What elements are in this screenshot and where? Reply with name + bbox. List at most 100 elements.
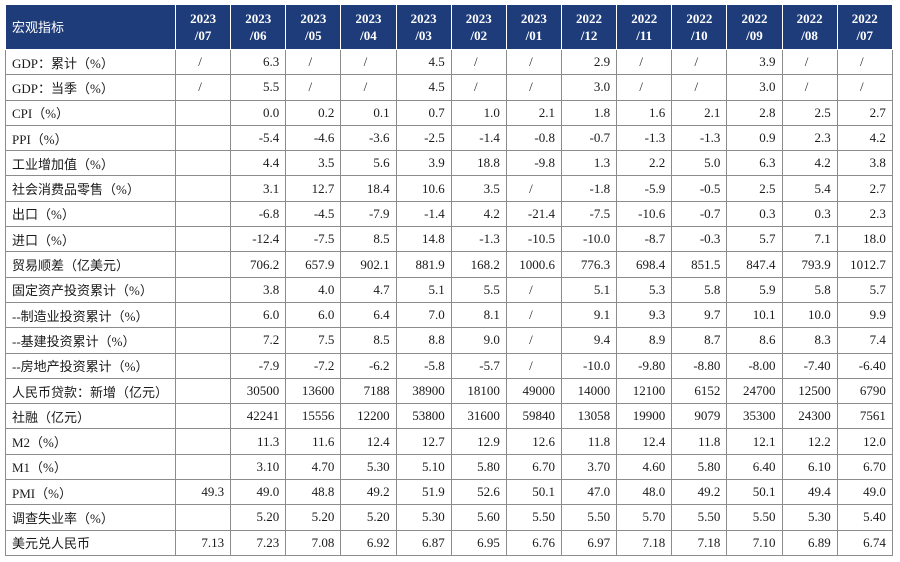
table-cell: 42241 <box>230 403 287 430</box>
row-label: 社融（亿元） <box>5 403 176 430</box>
table-cell: -7.9 <box>340 200 397 228</box>
table-cell: 53800 <box>395 403 452 430</box>
table-cell: -7.40 <box>781 352 838 379</box>
table-cell: / <box>781 48 838 76</box>
table-cell: 9.1 <box>560 301 618 329</box>
table-cell: 7.10 <box>726 529 783 556</box>
table-cell: 12.1 <box>726 428 783 455</box>
header-period-month: /10 <box>691 28 708 43</box>
table-cell: 3.9 <box>726 48 783 76</box>
table-cell: 793.9 <box>781 251 838 278</box>
table-cell: / <box>616 48 673 76</box>
table-row: 出口（%） -6.8 -4.5 -7.9 -1.4 4.2 -21.4 -7.5 -10.6 -0… <box>5 200 893 228</box>
row-label: --基建投资累计（%） <box>5 327 176 354</box>
table-cell: 49.0 <box>230 479 287 506</box>
table-cell: 2.7 <box>836 99 893 126</box>
table-cell: 18.0 <box>836 226 893 253</box>
table-cell: 50.1 <box>505 479 562 506</box>
table-cell: 4.60 <box>616 453 673 481</box>
table-cell: -21.4 <box>505 200 562 228</box>
table-cell: / <box>505 48 562 76</box>
table-cell: 59840 <box>505 403 562 430</box>
table-cell: 5.1 <box>560 276 618 303</box>
table-cell: 12200 <box>340 403 397 430</box>
table-cell: 3.10 <box>230 453 287 481</box>
row-label: 美元兑人民币 <box>5 529 176 556</box>
table-cell: 5.30 <box>781 504 838 531</box>
table-cell: 38900 <box>395 377 452 405</box>
table-row: 人民币贷款：新增（亿元） 30500 13600 7188 38900 18100 4900… <box>5 377 893 405</box>
table-cell: -5.9 <box>616 175 673 202</box>
table-cell: 52.6 <box>450 479 507 506</box>
table-cell: 0.2 <box>285 99 342 126</box>
row-label: 人民币贷款：新增（亿元） <box>5 377 176 405</box>
table-cell: / <box>174 74 232 101</box>
table-cell: 657.9 <box>285 251 342 278</box>
table-cell: 5.5 <box>230 74 287 101</box>
table-cell: 49.3 <box>174 479 232 506</box>
header-period: 2023/07 <box>174 4 232 50</box>
table-cell: 18.8 <box>450 150 507 177</box>
table-cell: 0.7 <box>395 99 452 126</box>
header-period: 2023/01 <box>505 4 562 50</box>
table-cell: 3.5 <box>450 175 507 202</box>
table-cell: 8.3 <box>781 327 838 354</box>
table-cell: 9079 <box>671 403 728 430</box>
header-period-year: 2022 <box>796 11 823 26</box>
table-cell: 35300 <box>726 403 783 430</box>
table-header: 宏观指标 2023/07 2023/06 2023/05 2023/04 2023/03… <box>5 4 893 50</box>
table-cell: 3.8 <box>230 276 287 303</box>
row-label: 调查失业率（%） <box>5 504 176 531</box>
header-period: 2023/04 <box>340 4 397 50</box>
table-cell: 6790 <box>836 377 893 405</box>
table-cell: 4.70 <box>285 453 342 481</box>
table-cell: 5.10 <box>395 453 452 481</box>
table-cell: 5.50 <box>671 504 728 531</box>
table-cell <box>174 276 232 303</box>
header-period: 2023/05 <box>285 4 342 50</box>
table-cell: 881.9 <box>395 251 452 278</box>
row-label: 贸易顺差（亿美元） <box>5 251 176 278</box>
table-cell: -1.3 <box>671 124 728 152</box>
header-period-month: /03 <box>415 28 432 43</box>
table-cell: 5.70 <box>616 504 673 531</box>
table-cell: -6.40 <box>836 352 893 379</box>
table-cell <box>174 403 232 430</box>
header-period-year: 2023 <box>465 11 492 26</box>
table-row: --房地产投资累计（%） -7.9 -7.2 -6.2 -5.8 -5.7/-10.0 -9… <box>5 352 893 379</box>
table-cell: 48.0 <box>616 479 673 506</box>
table-cell <box>174 327 232 354</box>
table-cell: 6.40 <box>726 453 783 481</box>
table-cell: 2.8 <box>726 99 783 126</box>
table-cell: 8.9 <box>616 327 673 354</box>
table-cell: 2.7 <box>836 175 893 202</box>
table-cell: -0.7 <box>671 200 728 228</box>
header-period-year: 2023 <box>245 11 272 26</box>
table-cell: / <box>836 74 893 101</box>
table-cell: 10.6 <box>395 175 452 202</box>
table-cell: -7.2 <box>285 352 342 379</box>
header-period: 2022/10 <box>671 4 728 50</box>
header-title: 宏观指标 <box>5 4 176 50</box>
header-period-year: 2022 <box>741 11 768 26</box>
header-period-year: 2023 <box>190 11 217 26</box>
table-cell: 5.30 <box>395 504 452 531</box>
table-cell: 5.7 <box>726 226 783 253</box>
header-period-year: 2022 <box>851 11 878 26</box>
header-period-year: 2022 <box>631 11 658 26</box>
table-cell: 6.92 <box>340 529 397 556</box>
table-cell: 4.2 <box>836 124 893 152</box>
table-row: --制造业投资累计（%） 6.0 6.0 6.4 7.0 8.1/9.1 9.3 9.7 10.… <box>5 301 893 329</box>
table-cell: 6.70 <box>505 453 562 481</box>
table-row: 美元兑人民币 7.13 7.23 7.08 6.92 6.87 6.95 6.76 6.97 7.… <box>5 529 893 556</box>
table-row: 工业增加值（%） 4.4 3.5 5.6 3.9 18.8 -9.8 1.3 2.2 5.0 6.3… <box>5 150 893 177</box>
header-period-month: /08 <box>801 28 818 43</box>
table-cell: -2.5 <box>395 124 452 152</box>
table-cell: -0.7 <box>560 124 618 152</box>
table-cell: 6.95 <box>450 529 507 556</box>
table-cell: 12.2 <box>781 428 838 455</box>
table-cell: -0.8 <box>505 124 562 152</box>
table-cell: / <box>285 74 342 101</box>
table-cell: 6.3 <box>726 150 783 177</box>
table-cell <box>174 504 232 531</box>
